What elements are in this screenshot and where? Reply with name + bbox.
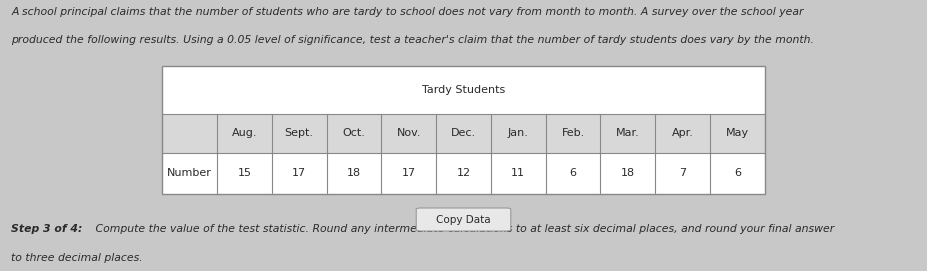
Text: 15: 15 — [237, 169, 251, 178]
Text: Oct.: Oct. — [342, 128, 365, 138]
Text: to three decimal places.: to three decimal places. — [11, 253, 143, 263]
Text: Compute the value of the test statistic. Round any intermediate calculations to : Compute the value of the test statistic.… — [92, 224, 834, 234]
Text: Mar.: Mar. — [616, 128, 640, 138]
Text: Copy Data: Copy Data — [437, 215, 490, 224]
Text: Dec.: Dec. — [451, 128, 476, 138]
Text: Feb.: Feb. — [562, 128, 585, 138]
Text: 12: 12 — [456, 169, 471, 178]
Text: A school principal claims that the number of students who are tardy to school do: A school principal claims that the numbe… — [11, 7, 804, 17]
Text: Apr.: Apr. — [672, 128, 693, 138]
Text: 17: 17 — [401, 169, 416, 178]
Text: Tardy Students: Tardy Students — [422, 85, 505, 95]
Text: Nov.: Nov. — [397, 128, 421, 138]
Text: 18: 18 — [347, 169, 361, 178]
Text: 6: 6 — [734, 169, 741, 178]
Text: Number: Number — [167, 169, 212, 178]
Text: 11: 11 — [512, 169, 526, 178]
Text: Step 3 of 4:: Step 3 of 4: — [11, 224, 83, 234]
Text: 7: 7 — [679, 169, 686, 178]
Text: 17: 17 — [292, 169, 306, 178]
Text: 18: 18 — [621, 169, 635, 178]
Text: May: May — [726, 128, 749, 138]
Text: Aug.: Aug. — [232, 128, 257, 138]
FancyBboxPatch shape — [416, 208, 511, 231]
Text: 6: 6 — [569, 169, 577, 178]
Text: Sept.: Sept. — [285, 128, 313, 138]
Text: produced the following results. Using a 0.05 level of significance, test a teach: produced the following results. Using a … — [11, 35, 814, 45]
Text: Jan.: Jan. — [508, 128, 528, 138]
